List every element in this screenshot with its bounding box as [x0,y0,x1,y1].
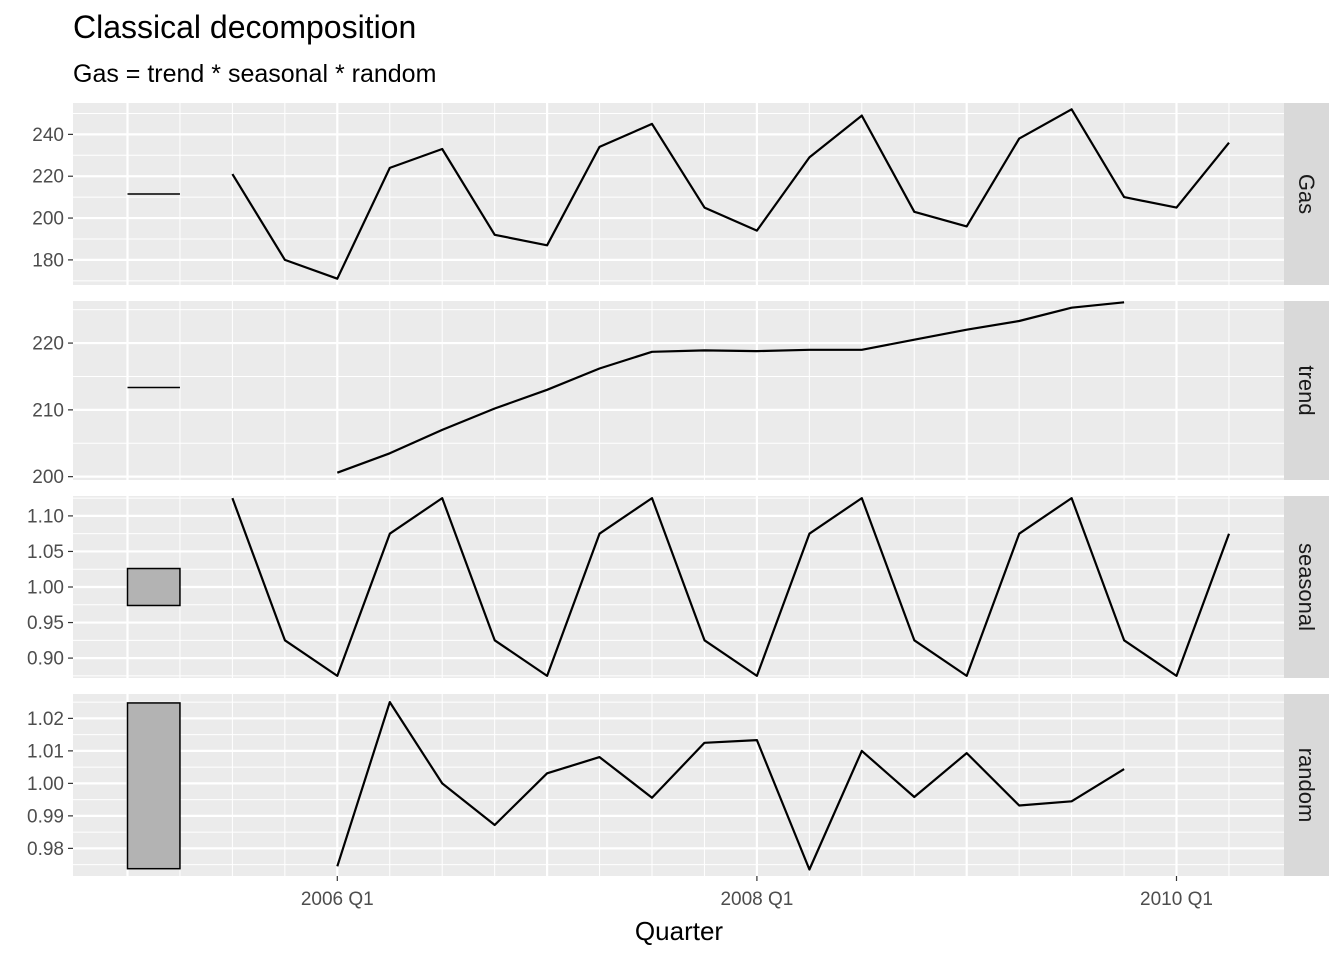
facet-strip-label: seasonal [1294,543,1319,631]
y-tick-label: 0.95 [27,613,64,634]
panel-random: 0.98 0.99 1.00 1.01 1.02 random [27,694,1329,876]
range-bar [126,702,181,870]
y-tick-label: 1.02 [27,709,64,730]
x-axis: 2006 Q1 2008 Q1 2010 Q1 [301,876,1213,910]
facet-strip [1284,301,1329,480]
panel-background [73,103,1284,285]
series-line-Gas [231,108,1230,280]
y-tick-label: 180 [32,250,64,271]
facet-strip [1284,103,1329,285]
y-tick-label: 0.99 [27,806,64,827]
series-line-random [336,701,1125,871]
y-tick-label: 1.00 [27,774,64,795]
y-tick-label: 240 [32,125,64,146]
y-tick-label: 220 [32,334,64,355]
panel-seasonal: 0.90 0.95 1.00 1.05 1.10 seasonal [27,496,1329,678]
facet-panels: 180 200 220 240 Gas 200 210 220 trend 0.90 0.95 1.0… [27,103,1329,876]
series-line-seasonal [231,497,1231,677]
y-tick-label: 200 [32,467,64,488]
y-tick-label: 200 [32,209,64,230]
x-axis-title: Quarter [635,916,723,946]
panel-background [73,301,1284,480]
y-tick-label: 1.00 [27,578,64,599]
panel-background [73,694,1284,876]
facet-strip [1284,694,1329,876]
facet-strip-label: Gas [1294,174,1319,214]
series-line-trend [336,301,1125,474]
chart-subtitle: Gas = trend * seasonal * random [73,60,436,88]
y-tick-label: 220 [32,167,64,188]
y-tick-label: 1.10 [27,506,64,527]
x-tick-label: 2006 Q1 [301,889,374,910]
y-tick-label: 210 [32,400,64,421]
x-tick-label: 2008 Q1 [720,889,793,910]
y-tick-label: 1.01 [27,741,64,762]
x-tick-label: 2010 Q1 [1140,889,1213,910]
facet-strip-label: trend [1294,365,1319,415]
y-tick-label: 1.05 [27,542,64,563]
facet-strip-label: random [1294,748,1319,823]
range-bar [126,567,181,607]
y-tick-label: 0.90 [27,649,64,670]
panel-Gas: 180 200 220 240 Gas [32,103,1329,285]
panel-trend: 200 210 220 trend [32,301,1329,488]
chart-title: Classical decomposition [73,9,416,45]
y-tick-label: 0.98 [27,839,64,860]
facet-strip [1284,496,1329,678]
